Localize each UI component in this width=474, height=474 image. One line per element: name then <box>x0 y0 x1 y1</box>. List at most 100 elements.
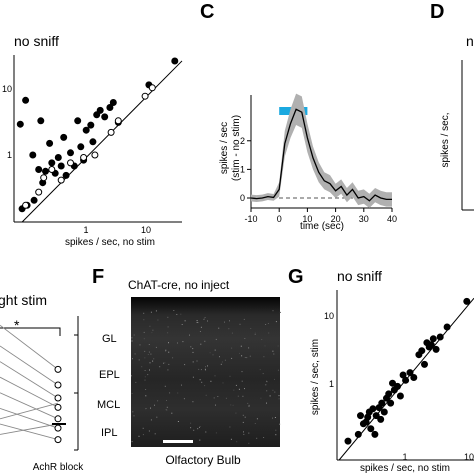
micrograph-speck <box>241 380 243 382</box>
panel-b-point-open <box>67 159 74 167</box>
micrograph-speck <box>266 390 268 392</box>
micrograph-speck <box>190 427 192 429</box>
micrograph-speck <box>205 366 206 368</box>
panel-g-ylabel: spikes / sec, stim <box>310 339 321 415</box>
micrograph-speck <box>148 344 150 345</box>
panel-c-xtick-label: 10 <box>302 214 312 224</box>
micrograph-speck <box>145 395 147 397</box>
micrograph-speck <box>240 345 242 347</box>
micrograph-speck <box>218 327 220 329</box>
panel-c: spikes / sec (stim - no stim) 210 -10 0 10… <box>219 93 397 232</box>
panel-b-point-filled <box>93 111 101 119</box>
micrograph-speck <box>196 320 198 322</box>
panel-g-point-filled <box>372 412 380 420</box>
panel-g-point-filled <box>429 335 437 343</box>
micrograph-speck <box>196 360 198 362</box>
panel-e-pair-line <box>0 407 59 429</box>
panel-g-ytick-1: 1 <box>329 379 334 389</box>
panel-b-point-filled <box>48 159 56 167</box>
micrograph-speck <box>196 322 198 323</box>
micrograph-speck <box>229 320 230 322</box>
micrograph-speck <box>167 316 169 318</box>
panel-c-xtick-label: 20 <box>331 214 341 224</box>
micrograph-speck <box>150 353 152 355</box>
micrograph-speck <box>190 346 192 348</box>
micrograph-speck <box>241 355 243 357</box>
micrograph-speck <box>248 405 250 407</box>
micrograph-speck <box>147 354 149 355</box>
panel-g-point-filled <box>369 405 377 413</box>
micrograph-speck <box>144 379 146 381</box>
micrograph-speck <box>248 442 250 444</box>
panel-b-point-open <box>57 176 65 184</box>
panel-g-point-filled <box>423 339 431 347</box>
panel-b-title: no sniff <box>14 33 59 49</box>
micrograph-speck <box>142 434 144 436</box>
micrograph-speck <box>239 323 241 325</box>
layer-label-gl: GL <box>102 333 117 345</box>
micrograph-speck <box>244 357 246 358</box>
panel-c-ytick-label: 0 <box>240 193 245 203</box>
micrograph-speck <box>277 345 279 347</box>
layer-label-epl: EPL <box>99 369 120 381</box>
micrograph-speck <box>205 394 207 396</box>
panel-e-point-open <box>54 436 62 444</box>
panel-b-point-filled <box>35 166 43 173</box>
panel-g-point-filled <box>463 297 471 305</box>
micrograph-speck <box>263 437 265 438</box>
panel-b-xlabel: spikes / sec, no stim <box>65 237 155 248</box>
micrograph-speck <box>248 432 250 434</box>
micrograph-speck <box>235 412 237 414</box>
micrograph-speck <box>279 311 281 313</box>
micrograph-speck <box>200 369 202 371</box>
micrograph-speck <box>198 322 200 324</box>
panel-b-ytick-1: 1 <box>7 150 12 160</box>
micrograph-speck <box>168 363 170 365</box>
micrograph-speck <box>157 400 159 402</box>
micrograph-speck <box>159 366 161 368</box>
micrograph-speck <box>247 402 249 404</box>
micrograph-speck <box>180 313 182 315</box>
micrograph-speck <box>275 321 277 323</box>
panel-e-points <box>54 365 62 444</box>
micrograph-speck <box>222 382 224 384</box>
panel-b-point-open <box>114 117 122 125</box>
micrograph-speck <box>167 332 169 334</box>
panel-e-point-open <box>54 394 62 402</box>
micrograph-speck <box>168 342 169 344</box>
micrograph-speck <box>181 384 182 386</box>
micrograph-speck <box>274 378 275 380</box>
micrograph-speck <box>217 396 219 397</box>
panel-g-point-filled <box>357 412 364 420</box>
micrograph-speck <box>243 318 245 320</box>
panel-f-title: ChAT-cre, no inject <box>128 278 230 292</box>
panel-b-point-filled <box>46 139 54 147</box>
micrograph-speck <box>244 388 245 390</box>
panel-g-points <box>344 297 471 445</box>
micrograph-speck <box>184 364 186 366</box>
micrograph-speck <box>165 350 167 352</box>
micrograph-speck <box>184 320 186 322</box>
micrograph-speck <box>199 426 201 427</box>
micrograph-speck <box>209 352 211 354</box>
micrograph-speck <box>144 376 146 378</box>
micrograph-speck <box>242 395 244 397</box>
panel-c-ylabel-1: spikes / sec <box>219 122 230 174</box>
micrograph-speck <box>131 393 133 394</box>
micrograph-speck <box>199 379 201 381</box>
panel-e-pair-line <box>0 361 59 399</box>
panel-e-paired-lines <box>0 324 59 441</box>
panel-e-pair-line <box>0 423 59 441</box>
panel-e-pair-line <box>0 376 59 408</box>
micrograph-speck <box>142 427 144 429</box>
micrograph-speck <box>237 395 239 397</box>
micrograph-speck <box>250 328 252 329</box>
micrograph-speck <box>262 373 264 375</box>
micrograph-speck <box>176 314 178 315</box>
micrograph-speck <box>215 432 217 434</box>
micrograph-speck <box>199 426 200 428</box>
micrograph-speck <box>213 397 215 399</box>
micrograph-speck <box>274 417 276 418</box>
micrograph-speck <box>193 429 195 431</box>
panel-f: F ChAT-cre, no inject GL EPL MCL IPL Olf… <box>92 266 281 467</box>
